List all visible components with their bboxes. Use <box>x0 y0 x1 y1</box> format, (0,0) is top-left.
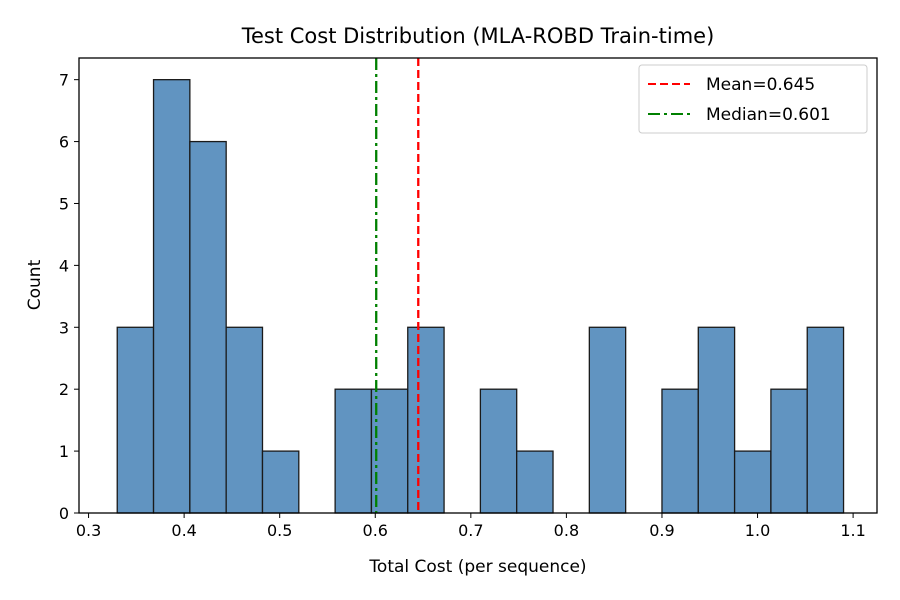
x-tick-label: 0.6 <box>363 521 388 540</box>
legend-median-label: Median=0.601 <box>706 105 831 125</box>
x-tick-label: 0.9 <box>649 521 674 540</box>
histogram-bar <box>697 326 736 514</box>
histogram-bar <box>661 388 699 514</box>
y-tick-label: 1 <box>59 442 69 461</box>
legend: Mean=0.645 Median=0.601 <box>638 64 868 134</box>
histogram-bar <box>370 388 409 514</box>
y-tick-label: 5 <box>59 194 69 213</box>
histogram-bar <box>479 388 518 514</box>
histogram-bar <box>152 79 191 514</box>
x-tick-label: 0.4 <box>171 521 196 540</box>
histogram-bar <box>588 326 627 514</box>
histogram-bar <box>770 388 808 514</box>
y-tick-label: 6 <box>59 133 69 152</box>
x-axis-label: Total Cost (per sequence) <box>368 557 586 577</box>
legend-box <box>638 64 868 134</box>
y-axis-ticks: 0 1 2 3 4 5 6 7 <box>59 71 79 523</box>
histogram-bar <box>516 450 554 514</box>
histogram-bar <box>334 388 373 514</box>
y-axis-label: Count <box>25 259 45 310</box>
histogram-bar <box>189 140 227 514</box>
x-tick-label: 0.8 <box>554 521 579 540</box>
bars-group <box>116 79 845 514</box>
y-tick-label: 2 <box>59 380 69 399</box>
x-tick-label: 0.7 <box>458 521 483 540</box>
legend-mean-label: Mean=0.645 <box>706 75 815 95</box>
y-tick-label: 4 <box>59 256 69 275</box>
x-axis-ticks: 0.3 0.4 0.5 0.6 0.7 0.8 0.9 1.0 1.1 <box>76 513 866 540</box>
y-tick-label: 3 <box>59 318 69 337</box>
reference-lines <box>375 58 420 513</box>
histogram-bar <box>806 326 845 514</box>
y-tick-label: 7 <box>59 71 69 90</box>
x-tick-label: 0.3 <box>76 521 101 540</box>
histogram-bar <box>261 450 300 514</box>
histogram-bar <box>116 326 155 514</box>
plot-frame <box>78 57 878 514</box>
histogram-bar <box>733 450 772 514</box>
histogram-bar <box>407 326 445 514</box>
x-tick-label: 1.1 <box>840 521 865 540</box>
y-tick-label: 0 <box>59 504 69 523</box>
histogram-bar <box>225 326 264 514</box>
x-tick-label: 0.5 <box>267 521 292 540</box>
chart-title: Test Cost Distribution (MLA-ROBD Train-t… <box>241 24 715 48</box>
x-tick-label: 1.0 <box>745 521 770 540</box>
